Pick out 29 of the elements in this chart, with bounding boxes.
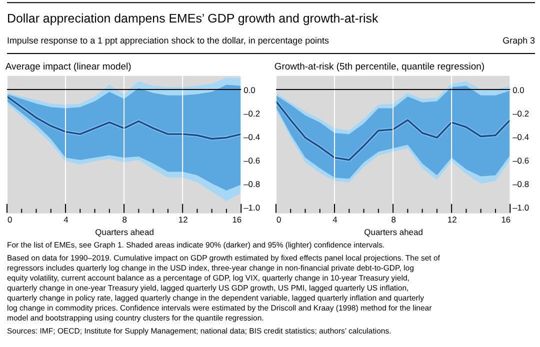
x-tick-label: 16 [501, 214, 511, 224]
x-tick-label: 0 [276, 214, 282, 224]
chart-title: Growth-at-risk (5th percentile, quantile regression) [274, 61, 485, 72]
x-tick-label: 8 [391, 214, 396, 224]
y-tick-label: –1.0 [244, 202, 260, 212]
y-tick-label: –0.6 [512, 155, 530, 166]
y-tick-label: –0.8 [512, 178, 530, 189]
x-axis-title: Quarters ahead [364, 226, 424, 237]
text: Impulse response to a 1 ppt appreciation shock to the dollar, in percentage points [6, 35, 330, 46]
text: Dollar appreciation dampens EMEs’ GDP growth and growth-at-risk [6, 12, 379, 26]
y-tick-label: –0.8 [244, 178, 260, 189]
y-tick-label: –0.2 [512, 108, 530, 118]
chart-title: Average impact (linear model) [5, 61, 132, 72]
y-tick-label: –1.0 [512, 202, 530, 212]
x-tick-label: 16 [232, 214, 242, 224]
y-tick-label: –0.2 [244, 108, 260, 118]
x-tick-label: 8 [122, 214, 128, 224]
y-tick-label: 0.0 [244, 84, 256, 95]
x-axis-title: Quarters ahead [95, 226, 154, 237]
x-tick-label: 12 [447, 214, 458, 224]
y-tick-label: 0.0 [512, 84, 525, 95]
x-tick-label: 4 [332, 214, 338, 224]
y-tick-label: –0.4 [512, 132, 530, 142]
x-tick-label: 4 [64, 214, 69, 224]
y-tick-label: –0.6 [244, 155, 260, 166]
x-tick-label: 0 [7, 214, 12, 224]
y-tick-label: –0.4 [244, 132, 260, 142]
caption: Graph 3 [502, 35, 536, 46]
x-tick-label: 12 [178, 214, 188, 224]
